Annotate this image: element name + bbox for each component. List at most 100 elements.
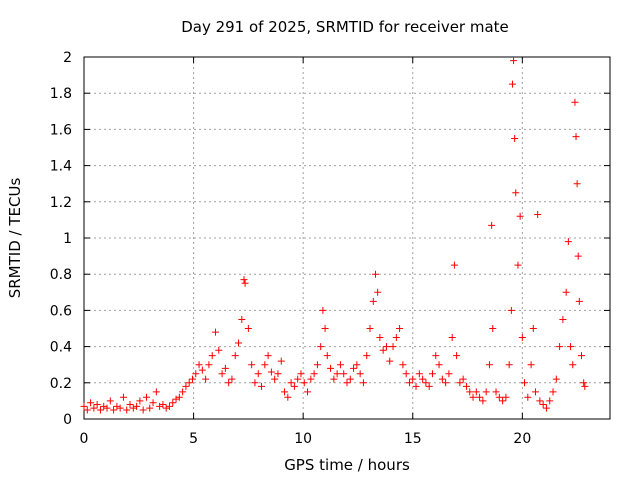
- data-point: [529, 325, 537, 332]
- data-point: [450, 261, 458, 269]
- data-point: [90, 404, 98, 412]
- data-point: [340, 370, 348, 378]
- data-point: [510, 57, 518, 65]
- data-point: [133, 402, 141, 410]
- data-point: [369, 297, 377, 305]
- data-point: [264, 352, 272, 360]
- data-point: [313, 361, 321, 369]
- data-point: [521, 379, 529, 387]
- data-point: [165, 402, 173, 410]
- data-point: [542, 404, 550, 412]
- data-point: [149, 399, 157, 407]
- data-point: [438, 375, 446, 383]
- data-point: [212, 328, 219, 336]
- data-point: [83, 406, 91, 414]
- data-point: [556, 343, 564, 351]
- y-tick-label: 0: [63, 412, 72, 428]
- data-point: [281, 388, 289, 396]
- data-point: [445, 370, 453, 378]
- data-point: [162, 404, 170, 412]
- data-point: [244, 325, 252, 332]
- data-point: [205, 361, 213, 369]
- data-point: [142, 393, 150, 401]
- data-point: [485, 361, 493, 369]
- y-tick-label: 1.6: [50, 122, 72, 138]
- data-point: [415, 370, 423, 378]
- data-point: [307, 375, 315, 383]
- data-point: [508, 80, 516, 88]
- data-point: [412, 382, 420, 390]
- chart-title: Day 291 of 2025, SRMTID for receiver mat…: [181, 18, 509, 36]
- data-point: [185, 379, 193, 387]
- data-point: [343, 379, 351, 387]
- data-point: [129, 404, 137, 412]
- data-point: [469, 393, 477, 401]
- data-point: [574, 252, 582, 260]
- y-axis-label: SRMTID / TECUs: [6, 178, 24, 299]
- data-point: [571, 98, 579, 106]
- data-point: [215, 346, 223, 354]
- data-point: [575, 297, 583, 305]
- data-point: [409, 375, 417, 383]
- data-point: [386, 357, 394, 365]
- data-point: [499, 397, 507, 405]
- data-point: [366, 325, 374, 332]
- data-point: [139, 406, 147, 414]
- data-point: [350, 364, 358, 372]
- data-point: [274, 370, 282, 378]
- y-tick-label: 1.2: [50, 195, 72, 211]
- data-point: [100, 402, 108, 410]
- data-point: [231, 352, 239, 360]
- data-point: [476, 393, 484, 401]
- data-point: [198, 366, 206, 374]
- data-point: [327, 364, 335, 372]
- data-point: [126, 401, 134, 409]
- data-point: [518, 334, 526, 342]
- data-point: [228, 375, 236, 383]
- data-point: [359, 379, 367, 387]
- data-point: [304, 388, 312, 396]
- x-tick-label: 10: [294, 431, 312, 447]
- data-point: [113, 402, 121, 410]
- data-point: [169, 399, 177, 407]
- data-point: [422, 379, 430, 387]
- grid-lines: [84, 57, 610, 419]
- data-point: [489, 325, 497, 332]
- data-point: [511, 134, 519, 142]
- data-point: [442, 379, 450, 387]
- data-point: [524, 393, 532, 401]
- data-point: [448, 334, 456, 342]
- data-point: [371, 270, 379, 278]
- data-point: [549, 388, 557, 396]
- data-point: [459, 375, 467, 383]
- data-point: [241, 279, 249, 287]
- data-point: [179, 388, 187, 396]
- data-point: [103, 404, 111, 412]
- y-tick-label: 0.6: [50, 303, 72, 319]
- data-point: [479, 397, 487, 405]
- data-point: [146, 404, 154, 412]
- data-point: [374, 288, 382, 296]
- data-point: [123, 406, 131, 414]
- data-point: [435, 361, 443, 369]
- data-point: [552, 375, 560, 383]
- data-point: [310, 370, 318, 378]
- data-point: [363, 352, 371, 360]
- data-point: [96, 406, 104, 414]
- data-point: [159, 401, 167, 409]
- data-point: [321, 325, 329, 332]
- data-point: [559, 315, 567, 323]
- data-point: [419, 375, 427, 383]
- data-point: [287, 379, 295, 387]
- data-point: [376, 334, 384, 342]
- data-point: [353, 361, 361, 369]
- data-point: [512, 189, 520, 197]
- data-point: [536, 397, 544, 405]
- data-point: [271, 375, 279, 383]
- data-point: [573, 180, 581, 188]
- data-point: [462, 382, 470, 390]
- data-point: [379, 346, 387, 354]
- data-point: [323, 352, 331, 360]
